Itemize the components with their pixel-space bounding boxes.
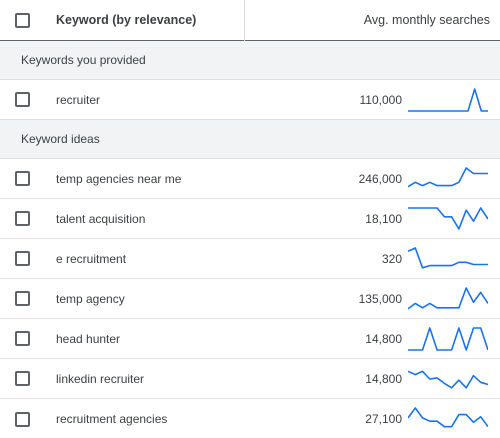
section-header-ideas: Keyword ideas bbox=[0, 120, 500, 159]
keyword-cell: linkedin recruiter bbox=[56, 371, 145, 386]
row-checkbox[interactable] bbox=[15, 92, 30, 107]
table-header: Keyword (by relevance) Avg. monthly sear… bbox=[0, 0, 500, 41]
trend-sparkline bbox=[408, 166, 488, 187]
table-row: temp agency 135,000 bbox=[0, 279, 500, 319]
searches-cell: 18,100 bbox=[365, 211, 402, 226]
row-checkbox-cell bbox=[0, 171, 45, 186]
trend-cell bbox=[408, 199, 500, 239]
trend-sparkline bbox=[408, 407, 488, 428]
trend-sparkline bbox=[408, 326, 488, 351]
trend-sparkline bbox=[408, 206, 488, 230]
trend-cell bbox=[408, 279, 500, 319]
searches-cell: 246,000 bbox=[358, 171, 402, 186]
trend-sparkline bbox=[408, 286, 488, 310]
keyword-cell: recruitment agencies bbox=[56, 412, 168, 426]
keyword-cell: head hunter bbox=[56, 331, 121, 346]
table-row: linkedin recruiter 14,800 bbox=[0, 359, 500, 399]
table-row: temp agencies near me 246,000 bbox=[0, 159, 500, 199]
row-checkbox[interactable] bbox=[15, 371, 30, 386]
row-checkbox[interactable] bbox=[15, 331, 30, 346]
keyword-column-header[interactable]: Keyword (by relevance) bbox=[45, 0, 245, 41]
row-checkbox-cell bbox=[0, 411, 45, 427]
row-checkbox[interactable] bbox=[15, 251, 30, 266]
table-row: talent acquisition 18,100 bbox=[0, 199, 500, 239]
trend-cell bbox=[408, 239, 500, 279]
trend-sparkline bbox=[408, 87, 488, 112]
searches-cell: 14,800 bbox=[365, 331, 402, 346]
trend-cell bbox=[408, 159, 500, 199]
trend-cell bbox=[408, 80, 500, 120]
searches-cell: 135,000 bbox=[358, 291, 402, 306]
select-all-cell bbox=[0, 12, 45, 28]
keyword-cell: temp agency bbox=[56, 291, 125, 306]
searches-cell: 320 bbox=[381, 251, 402, 266]
trend-cell bbox=[408, 319, 500, 359]
row-checkbox-cell bbox=[0, 371, 45, 386]
table-row: head hunter 14,800 bbox=[0, 319, 500, 359]
row-checkbox-cell bbox=[0, 331, 45, 346]
row-checkbox[interactable] bbox=[15, 411, 30, 427]
section-header-provided: Keywords you provided bbox=[0, 41, 500, 80]
searches-cell: 27,100 bbox=[365, 412, 402, 426]
row-checkbox-cell bbox=[0, 251, 45, 266]
row-checkbox[interactable] bbox=[15, 291, 30, 306]
row-checkbox-cell bbox=[0, 92, 45, 107]
trend-sparkline bbox=[408, 246, 488, 269]
row-checkbox[interactable] bbox=[15, 211, 30, 226]
table-row: recruiter 110,000 bbox=[0, 80, 500, 120]
searches-cell: 14,800 bbox=[365, 371, 402, 386]
table-row: recruitment agencies 27,100 bbox=[0, 399, 500, 438]
trend-sparkline bbox=[408, 370, 488, 389]
searches-cell: 110,000 bbox=[359, 92, 403, 107]
keyword-cell: talent acquisition bbox=[56, 211, 146, 226]
row-checkbox[interactable] bbox=[15, 171, 30, 186]
row-checkbox-cell bbox=[0, 211, 45, 226]
table-row: e recruitment 320 bbox=[0, 239, 500, 279]
row-checkbox-cell bbox=[0, 291, 45, 306]
keyword-cell: recruiter bbox=[56, 92, 101, 107]
select-all-checkbox[interactable] bbox=[15, 12, 30, 28]
keyword-cell: e recruitment bbox=[56, 251, 127, 266]
avg-monthly-searches-column-header[interactable]: Avg. monthly searches bbox=[363, 13, 490, 27]
trend-cell bbox=[408, 399, 500, 438]
trend-cell bbox=[408, 359, 500, 399]
keyword-cell: temp agencies near me bbox=[56, 171, 182, 186]
